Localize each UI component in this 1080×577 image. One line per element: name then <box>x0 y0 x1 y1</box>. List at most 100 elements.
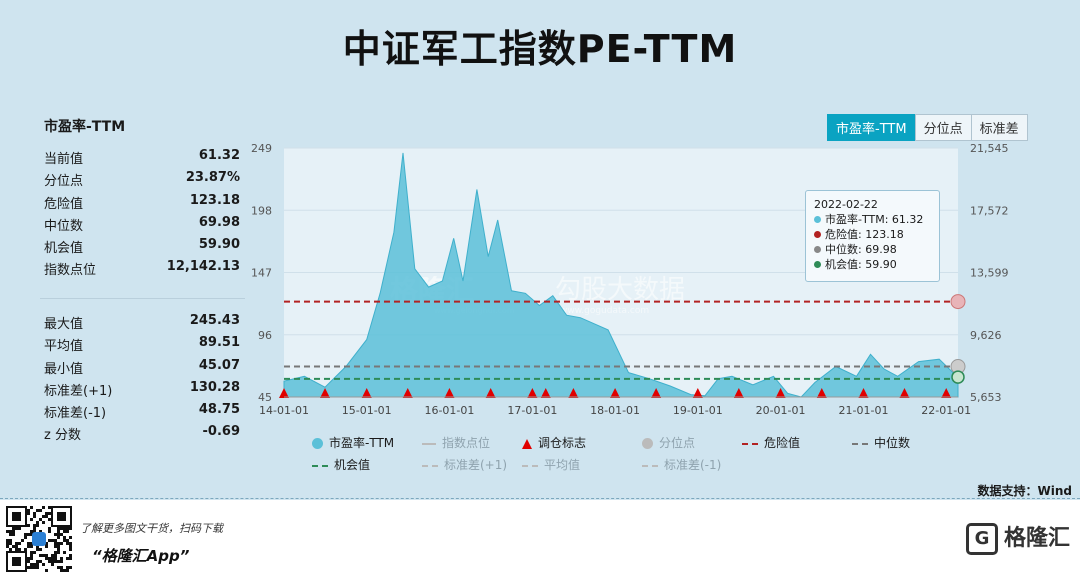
x-tick-label: 16-01-01 <box>424 404 474 417</box>
legend-label: 市盈率-TTM <box>329 436 395 450</box>
y-tick-label: 198 <box>251 204 272 217</box>
pe-area-series <box>283 152 959 398</box>
legend-label: 平均值 <box>544 458 581 472</box>
legend-label: 中位数 <box>874 436 911 450</box>
legend-item[interactable]: 标准差(-1) <box>642 456 721 473</box>
stat-row: 标准差(-1) 48.75 <box>44 402 240 424</box>
legend-dash-icon <box>422 464 438 467</box>
danger-endpoint <box>950 294 966 310</box>
stats-panel-primary: 市盈率-TTM 当前值 61.32 分位点 23.87% 危险值 123.18 中位数 69.… <box>44 116 240 282</box>
brand-name: 格隆汇 <box>1003 526 1070 551</box>
tab-pe-ttm[interactable]: 市盈率-TTM <box>827 114 916 141</box>
x-tick-label: 21-01-01 <box>839 404 889 417</box>
stats-panel-secondary: 最大值 245.43 平均值 89.51 最小值 45.07 标准差(+1) 130.28 标准… <box>44 313 240 447</box>
rebalance-marker <box>444 388 455 398</box>
tooltip-dot-icon <box>814 261 821 268</box>
stat-value: 123.18 <box>189 192 240 208</box>
y-tick-label: 147 <box>251 267 272 280</box>
stat-row: 当前值 61.32 <box>44 148 240 170</box>
stat-label: 指数点位 <box>44 263 97 279</box>
y-tick-label: 45 <box>258 391 272 404</box>
legend-dash-icon <box>642 464 658 467</box>
stat-value: 130.28 <box>189 379 240 395</box>
rebalance-marker <box>692 388 703 398</box>
tooltip-dot-icon <box>814 246 821 253</box>
data-source: 数据支持：Wind <box>977 484 1072 498</box>
legend-item[interactable]: 调仓标志 <box>522 434 586 451</box>
tooltip-text: 机会值: 59.90 <box>825 258 897 271</box>
rebalance-marker <box>899 388 910 398</box>
rebalance-marker <box>568 388 579 398</box>
brand-logo: G 格隆汇 <box>965 520 1070 555</box>
x-tick-label: 14-01-01 <box>259 404 309 417</box>
legend-label: 指数点位 <box>442 436 491 450</box>
stat-value: -0.69 <box>202 424 240 440</box>
stat-value: 59.90 <box>198 237 240 253</box>
x-tick-label: 15-01-01 <box>342 404 392 417</box>
x-tick-label: 17-01-01 <box>507 404 557 417</box>
tab-percentile[interactable]: 分位点 <box>914 114 972 141</box>
stats-header: 市盈率-TTM <box>44 119 126 135</box>
legend-item[interactable]: 指数点位 <box>422 434 490 451</box>
rebalance-marker <box>858 388 869 398</box>
y2-tick-label: 13,599 <box>970 267 1009 280</box>
stat-row: 平均值 89.51 <box>44 335 240 357</box>
stat-label: 标准差(+1) <box>44 383 113 399</box>
tooltip-text: 市盈率-TTM: 61.32 <box>825 213 924 226</box>
current-value-point <box>951 370 965 384</box>
stat-label: 最小值 <box>44 361 84 377</box>
stat-label: 最大值 <box>44 317 84 332</box>
chart-tooltip: 2022-02-22 市盈率-TTM: 61.32 危险值: 123.18 中位数:… <box>805 190 940 282</box>
x-tick-label: 19-01-01 <box>673 404 723 417</box>
rebalance-marker <box>402 388 413 398</box>
legend-item[interactable]: 平均值 <box>522 456 580 473</box>
rebalance-marker <box>320 388 331 398</box>
legend-item[interactable]: 中位数 <box>852 434 910 451</box>
rebalance-marker <box>610 388 621 398</box>
stats-divider <box>40 298 245 299</box>
rebalance-marker <box>279 388 289 398</box>
legend-label: 分位点 <box>659 436 696 450</box>
stat-value: 45.07 <box>198 357 240 373</box>
stat-label: z 分数 <box>44 428 81 444</box>
watermark-sub: 勾股大数据 <box>555 275 685 305</box>
y2-tick-label: 17,572 <box>970 204 1009 217</box>
legend-label: 危险值 <box>764 436 801 450</box>
stat-row: 最小值 45.07 <box>44 358 240 380</box>
tooltip-row: 机会值: 59.90 <box>814 257 939 272</box>
stat-row: 机会值 59.90 <box>44 237 240 259</box>
legend-label: 机会值 <box>334 458 371 472</box>
x-tick-label: 22-01-01 <box>921 404 971 417</box>
legend-item[interactable]: 危险值 <box>742 434 800 451</box>
rebalance-marker <box>540 388 551 398</box>
legend-label: 标准差(+1) <box>444 458 508 472</box>
legend-item[interactable]: 分位点 <box>642 434 695 451</box>
tooltip-row: 市盈率-TTM: 61.32 <box>814 212 939 227</box>
tooltip-row: 中位数: 69.98 <box>814 242 939 257</box>
x-tick-label: 18-01-01 <box>590 404 640 417</box>
footer-promo-text: 了解更多图文干货，扫码下载 <box>80 522 223 535</box>
legend-dash-icon <box>312 464 328 467</box>
page-title: 中证军工指数PE-TTM <box>342 27 738 71</box>
legend-item[interactable]: 标准差(+1) <box>422 456 507 473</box>
stat-label: 平均值 <box>44 339 84 355</box>
y-tick-label: 96 <box>258 329 272 342</box>
legend-dot-icon <box>642 438 653 449</box>
stat-label: 当前值 <box>44 152 84 167</box>
brand-g-icon: G <box>965 523 998 555</box>
legend-item[interactable]: 市盈率-TTM <box>312 434 394 451</box>
legend-item[interactable]: 机会值 <box>312 456 370 473</box>
qr-code-icon <box>6 506 72 572</box>
tooltip-row: 危险值: 123.18 <box>814 227 939 242</box>
legend-label: 标准差(-1) <box>664 458 722 472</box>
tab-std-dev[interactable]: 标准差 <box>970 114 1028 141</box>
legend-dot-icon <box>312 438 323 449</box>
stat-value: 12,142.13 <box>166 259 240 275</box>
rebalance-marker <box>527 388 538 398</box>
y2-tick-label: 9,626 <box>970 329 1002 342</box>
tooltip-date: 2022-02-22 <box>814 198 878 211</box>
legend-dash-icon <box>742 442 758 445</box>
stat-value: 61.32 <box>198 148 240 163</box>
tooltip-dot-icon <box>814 231 821 238</box>
